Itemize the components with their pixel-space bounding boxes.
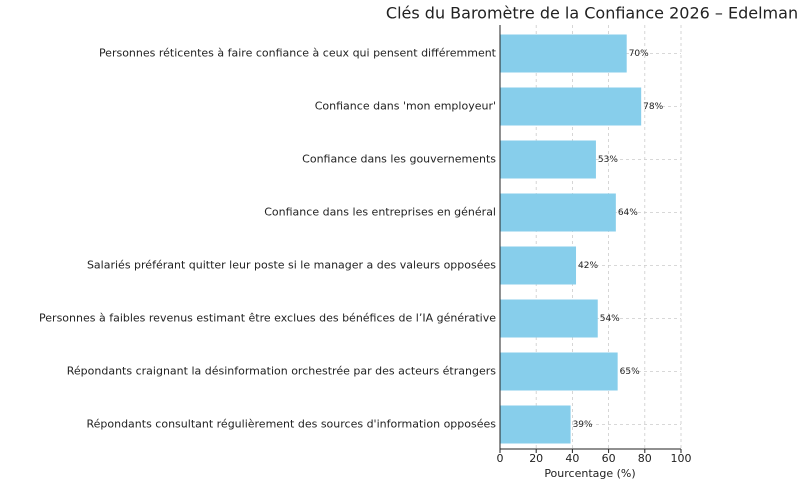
- data-label: 70%: [629, 49, 649, 59]
- data-label: 78%: [643, 102, 663, 112]
- y-tick-label: Confiance dans les gouvernements: [302, 153, 496, 166]
- bar: [500, 299, 598, 338]
- y-tick-label: Personnes réticentes à faire confiance à…: [99, 47, 497, 60]
- y-tick-label: Répondants craignant la désinformation o…: [67, 365, 496, 378]
- bar: [500, 140, 596, 179]
- data-label: 54%: [600, 314, 620, 324]
- x-tick-label: 80: [638, 452, 652, 465]
- x-axis-label: Pourcentage (%): [544, 467, 635, 480]
- bar: [500, 352, 618, 391]
- bar: [500, 87, 642, 126]
- x-tick-label: 20: [529, 452, 543, 465]
- x-tick-label: 60: [602, 452, 616, 465]
- y-tick-label: Confiance dans 'mon employeur': [315, 100, 496, 113]
- y-tick-label: Confiance dans les entreprises en généra…: [264, 206, 496, 219]
- data-label: 65%: [620, 367, 640, 377]
- bar: [500, 34, 627, 73]
- chart-title: Clés du Baromètre de la Confiance 2026 –…: [386, 4, 798, 23]
- bar: [500, 193, 616, 232]
- x-tick-label: 40: [565, 452, 579, 465]
- y-tick-label: Personnes à faibles revenus estimant êtr…: [39, 312, 496, 325]
- data-label: 53%: [598, 155, 618, 165]
- data-label: 39%: [573, 420, 593, 430]
- x-tick-label: 0: [497, 452, 504, 465]
- bar: [500, 246, 577, 285]
- y-tick-label: Répondants consultant régulièrement des …: [86, 418, 496, 431]
- data-label: 42%: [578, 261, 598, 271]
- data-label: 64%: [618, 208, 638, 218]
- y-tick-label: Salariés préférant quitter leur poste si…: [87, 259, 496, 272]
- bar: [500, 405, 571, 444]
- x-tick-label: 100: [671, 452, 692, 465]
